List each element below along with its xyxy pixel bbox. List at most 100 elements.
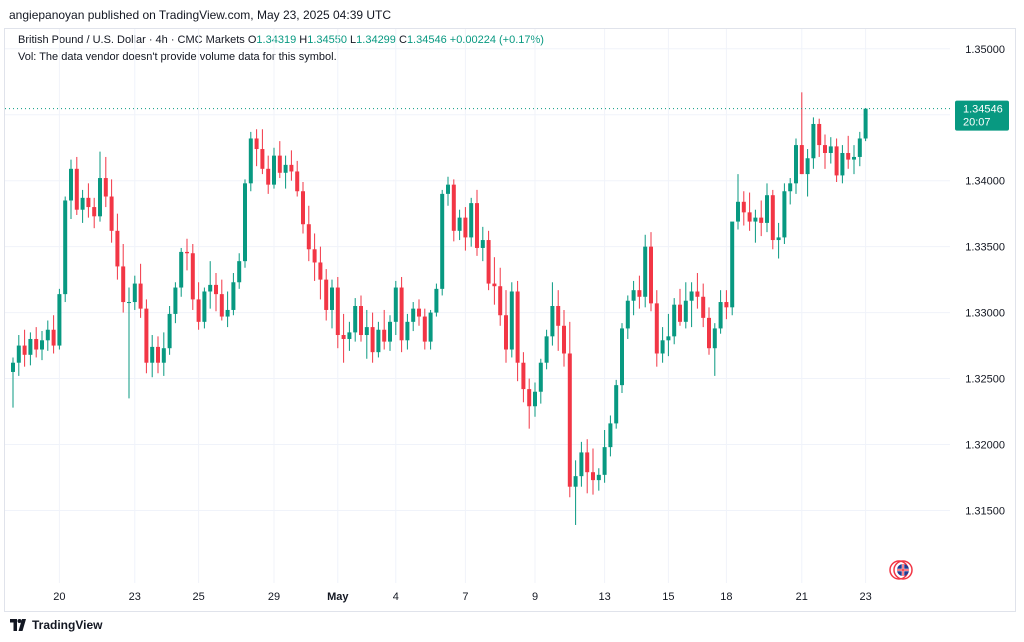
candle-body [828, 146, 833, 153]
candle-body [330, 287, 334, 310]
candle [631, 280, 636, 316]
candle-body [480, 240, 485, 248]
price-tick-label: 1.33500 [965, 242, 1005, 254]
flag-icon[interactable] [889, 560, 913, 580]
candle-body [544, 336, 549, 363]
candle [521, 352, 526, 403]
candle [393, 280, 398, 336]
candle [794, 138, 798, 194]
candle [16, 335, 21, 376]
candle [353, 298, 358, 342]
candle [399, 276, 404, 353]
time-tick-label: 29 [268, 591, 280, 603]
candle-body [620, 328, 624, 386]
candle [161, 332, 166, 376]
candle [318, 246, 323, 300]
candle [324, 269, 329, 321]
candle-body [672, 304, 677, 337]
candle-body [364, 327, 369, 336]
candle [231, 273, 236, 316]
candle [683, 282, 688, 329]
candle-body [463, 217, 468, 238]
candle [214, 273, 218, 312]
candle [504, 290, 508, 363]
candle-body [324, 279, 329, 310]
price-tick-label: 1.34000 [965, 176, 1005, 188]
candle [225, 291, 230, 328]
candle [759, 200, 764, 237]
candle [689, 282, 694, 328]
candle-body [208, 284, 213, 292]
footer-brand-label: TradingView [32, 618, 103, 632]
candle [741, 191, 746, 226]
candle [475, 189, 479, 256]
candle [422, 308, 427, 350]
candle [463, 207, 468, 251]
candle-body [788, 183, 793, 192]
candle [678, 288, 682, 326]
candle [457, 209, 462, 241]
candle [799, 92, 804, 175]
candle-body [654, 303, 659, 354]
candle [573, 460, 578, 525]
candle [266, 155, 271, 194]
candle [411, 302, 416, 332]
candle-body [794, 145, 798, 184]
footer-brand[interactable]: TradingView [10, 618, 102, 632]
candle [388, 315, 392, 351]
candle [98, 151, 102, 222]
candle-body [736, 201, 740, 222]
symbol-legend: British Pound / U.S. Dollar · 4h · CMC M… [18, 34, 544, 46]
candle [74, 156, 79, 215]
open-value: 1.34319 [256, 34, 297, 46]
candle-body [243, 183, 247, 262]
candle-body [782, 191, 787, 238]
candle [34, 327, 39, 358]
candle-body [399, 287, 404, 341]
last-price-tag: 1.34546 20:07 [955, 100, 1009, 131]
candle [805, 149, 810, 197]
candle [811, 117, 816, 169]
candle-body [730, 221, 735, 308]
candle-body [637, 290, 642, 297]
price-change: +0.00224 (+0.17%) [449, 34, 544, 46]
candle [544, 329, 549, 370]
candle [335, 276, 340, 349]
candle-body [272, 155, 276, 185]
candle-body [562, 325, 566, 354]
candle [602, 429, 607, 483]
candle [556, 290, 561, 351]
price-tick-label: 1.31500 [965, 505, 1005, 517]
candle-body [724, 302, 729, 308]
candle-body [712, 328, 717, 349]
candle [840, 145, 845, 184]
candle-body [498, 286, 503, 316]
candle-body [144, 308, 149, 363]
candle [51, 315, 56, 354]
candle [237, 253, 242, 289]
candle [248, 131, 253, 192]
candle [712, 323, 717, 376]
time-axis[interactable]: 20 23 25 29 May 4 7 9 13 15 18 21 23 [53, 591, 871, 603]
candle-body [602, 447, 607, 475]
chart-frame [4, 28, 1016, 612]
candle-body [109, 196, 114, 231]
symbol-description[interactable]: British Pound / U.S. Dollar · 4h · CMC M… [18, 34, 245, 46]
candle [364, 309, 369, 359]
candle-body [504, 315, 508, 350]
price-axis[interactable]: 1.350001.345001.340001.335001.330001.325… [965, 44, 1005, 518]
candle-body [457, 217, 462, 231]
candle-body [359, 306, 363, 336]
candle-body [701, 296, 706, 318]
candle-body [312, 249, 317, 263]
candle [80, 189, 85, 223]
candle-body [834, 146, 839, 176]
candle-body [353, 306, 358, 333]
price-tick-label: 1.32000 [965, 440, 1005, 452]
candle [341, 313, 346, 363]
candle [109, 179, 114, 243]
open-label: O [247, 34, 257, 46]
candle-body [475, 203, 479, 248]
candle [608, 415, 613, 457]
